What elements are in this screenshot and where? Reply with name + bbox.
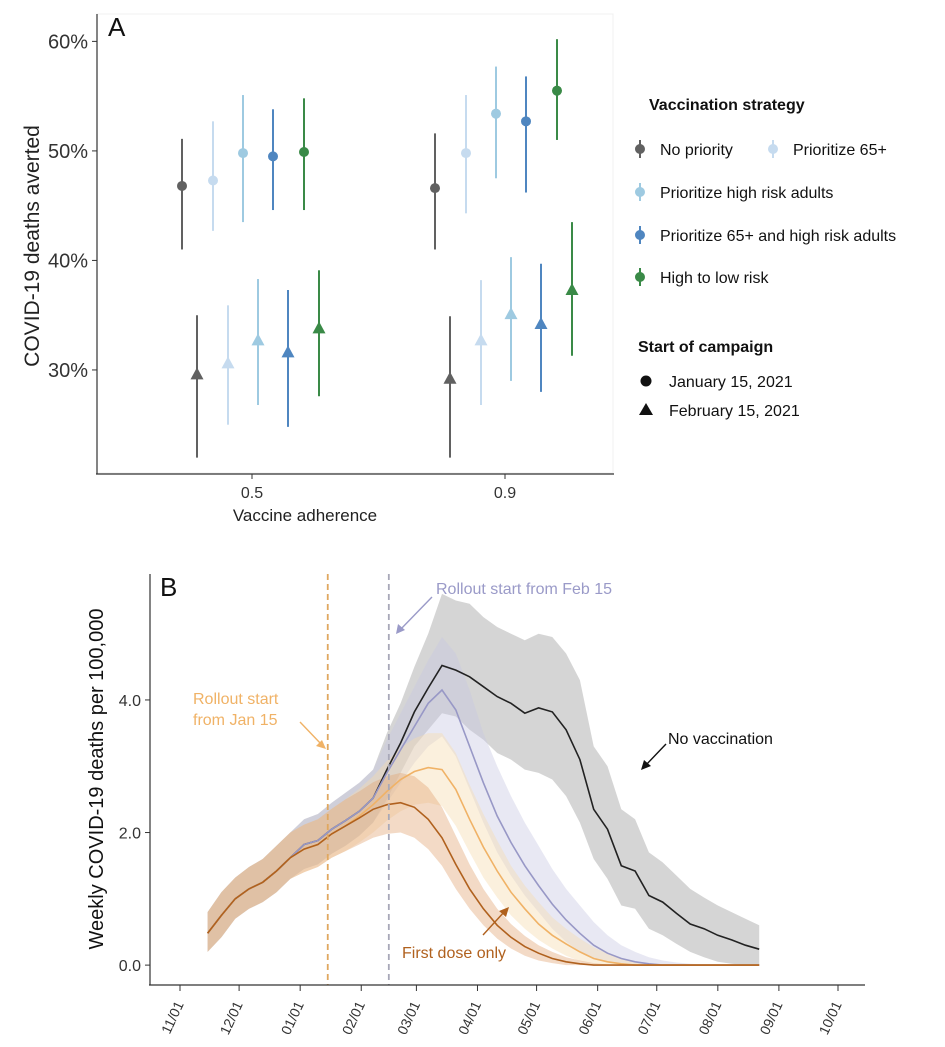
point-feb15 <box>221 356 235 369</box>
legend-start-title: Start of campaign <box>638 339 773 356</box>
point-feb15 <box>281 345 295 358</box>
panel-b-x-tick-label: 04/01 <box>455 998 484 1037</box>
point-feb15 <box>443 371 457 384</box>
annotation-first-dose-arrowhead <box>499 907 509 917</box>
panel-a-marks <box>177 39 579 458</box>
legend-strategy-label: Prioritize high risk adults <box>660 185 833 202</box>
legend-strategy-label: No priority <box>660 142 733 159</box>
point-feb15 <box>534 316 548 329</box>
panel-b: 0.0 2.0 4.0 11/01 12/01 01/01 02/01 03/01 04/01… <box>86 572 865 1037</box>
panel-a-x-tick-label: 0.5 <box>241 485 263 502</box>
point-jan15 <box>521 116 531 127</box>
legend-strategy-key-point <box>768 144 778 154</box>
panel-b-y-axis-title: Weekly COVID-19 deaths per 100,000 <box>86 609 108 950</box>
annotation-feb15-arrow <box>398 596 433 632</box>
panel-a-y-tick-label: 40% <box>48 250 88 272</box>
annotation-no-vaccination-arrow <box>644 743 667 767</box>
legend-strategy-label: Prioritize 65+ <box>793 142 887 159</box>
panel-a-x-axis-title: Vaccine adherence <box>233 506 377 525</box>
point-feb15 <box>190 367 204 380</box>
panel-a-y-axis-title: COVID-19 deaths averted <box>21 125 44 367</box>
confidence-band <box>207 637 760 966</box>
point-jan15 <box>430 183 440 194</box>
legend-triangle-shape <box>639 403 653 415</box>
panel-a-y-tick-label: 30% <box>48 360 88 382</box>
panel-b-y-tick-label: 0.0 <box>119 958 141 975</box>
confidence-band <box>207 593 760 966</box>
legend-strategy-title: Vaccination strategy <box>649 97 805 114</box>
panel-b-x-tick-label: 11/01 <box>158 998 187 1036</box>
panel-b-vlines <box>326 574 390 985</box>
legend-strategy-entries: No priority Prioritize 65+ Prioritize high… <box>635 140 896 287</box>
point-jan15 <box>461 148 471 159</box>
legend-strategy-label: Prioritize 65+ and high risk adults <box>660 228 896 245</box>
annotation-feb15: Rollout start from Feb 15 <box>436 581 612 598</box>
annotation-feb15-arrowhead <box>396 624 405 634</box>
legend-strategy-key-point <box>635 144 645 154</box>
point-feb15 <box>565 283 579 295</box>
point-jan15 <box>552 85 562 96</box>
series-line <box>206 801 760 966</box>
panel-b-x-tick-label: 08/01 <box>695 998 724 1037</box>
panel-b-x-tick-label: 06/01 <box>575 998 604 1037</box>
panel-a: 30%40%50%60% 0.5 0.9 A Vaccine adherence … <box>21 12 896 525</box>
point-feb15 <box>251 333 265 346</box>
point-feb15 <box>504 307 518 320</box>
legend-start-feb15: February 15, 2021 <box>669 403 800 420</box>
panel-a-y-ticks: 30% 40% 50% 60% <box>48 31 97 382</box>
annotation-jan15-arrow <box>299 721 323 746</box>
point-jan15 <box>268 151 278 162</box>
panel-b-x-tick-label: 02/01 <box>339 998 368 1037</box>
annotation-no-vaccination-arrowhead <box>641 760 651 770</box>
panel-b-y-ticks: 0.0 2.0 4.0 <box>119 693 150 975</box>
legend-start-jan15: January 15, 2021 <box>669 374 793 391</box>
confidence-band <box>207 733 760 966</box>
panel-a-x-tick-label: 0.9 <box>494 485 516 502</box>
panel-a-legend: Vaccination strategy No priority Prioriti… <box>635 97 896 420</box>
panel-a-plot-area <box>96 13 614 474</box>
panel-b-y-tick-label: 4.0 <box>119 693 141 710</box>
point-feb15 <box>474 333 488 346</box>
panel-b-x-tick-label: 07/01 <box>634 998 663 1037</box>
legend-strategy-key-point <box>635 272 645 282</box>
annotation-jan15-line1: Rollout start <box>193 691 279 708</box>
annotation-first-dose-only: First dose only <box>402 945 506 962</box>
panel-b-lines <box>206 664 760 966</box>
annotation-first-dose-arrow <box>482 910 506 936</box>
point-jan15 <box>208 175 218 186</box>
legend-circle-shape <box>640 375 652 387</box>
point-jan15 <box>238 148 248 159</box>
panel-b-x-tick-label: 12/01 <box>217 998 246 1037</box>
legend-strategy-key-point <box>635 187 645 197</box>
legend-strategy-key-point <box>635 230 645 240</box>
panel-a-label: A <box>108 12 126 42</box>
point-jan15 <box>299 147 309 157</box>
legend-strategy-label: High to low risk <box>660 270 769 287</box>
point-feb15 <box>312 321 326 334</box>
point-jan15 <box>491 108 501 119</box>
panel-b-y-tick-label: 2.0 <box>119 826 141 843</box>
panel-b-x-tick-label: 10/01 <box>815 998 844 1037</box>
panel-a-y-tick-label: 60% <box>48 31 88 53</box>
panel-b-x-ticks: 11/01 12/01 01/01 02/01 03/01 04/01 05/01 06/01… <box>158 985 845 1037</box>
panel-a-y-tick-label: 50% <box>48 141 88 163</box>
panel-b-x-tick-label: 05/01 <box>514 998 543 1037</box>
panel-b-x-tick-label: 09/01 <box>756 998 785 1037</box>
annotation-jan15-arrowhead <box>316 740 326 749</box>
annotation-jan15-line2: from Jan 15 <box>193 712 278 729</box>
panel-a-x-ticks: 0.5 0.9 <box>241 474 516 502</box>
panel-b-label: B <box>160 572 177 602</box>
point-jan15 <box>177 180 187 191</box>
panel-b-x-tick-label: 01/01 <box>278 998 307 1037</box>
panel-b-x-tick-label: 03/01 <box>394 998 423 1037</box>
annotation-no-vaccination: No vaccination <box>668 731 773 748</box>
